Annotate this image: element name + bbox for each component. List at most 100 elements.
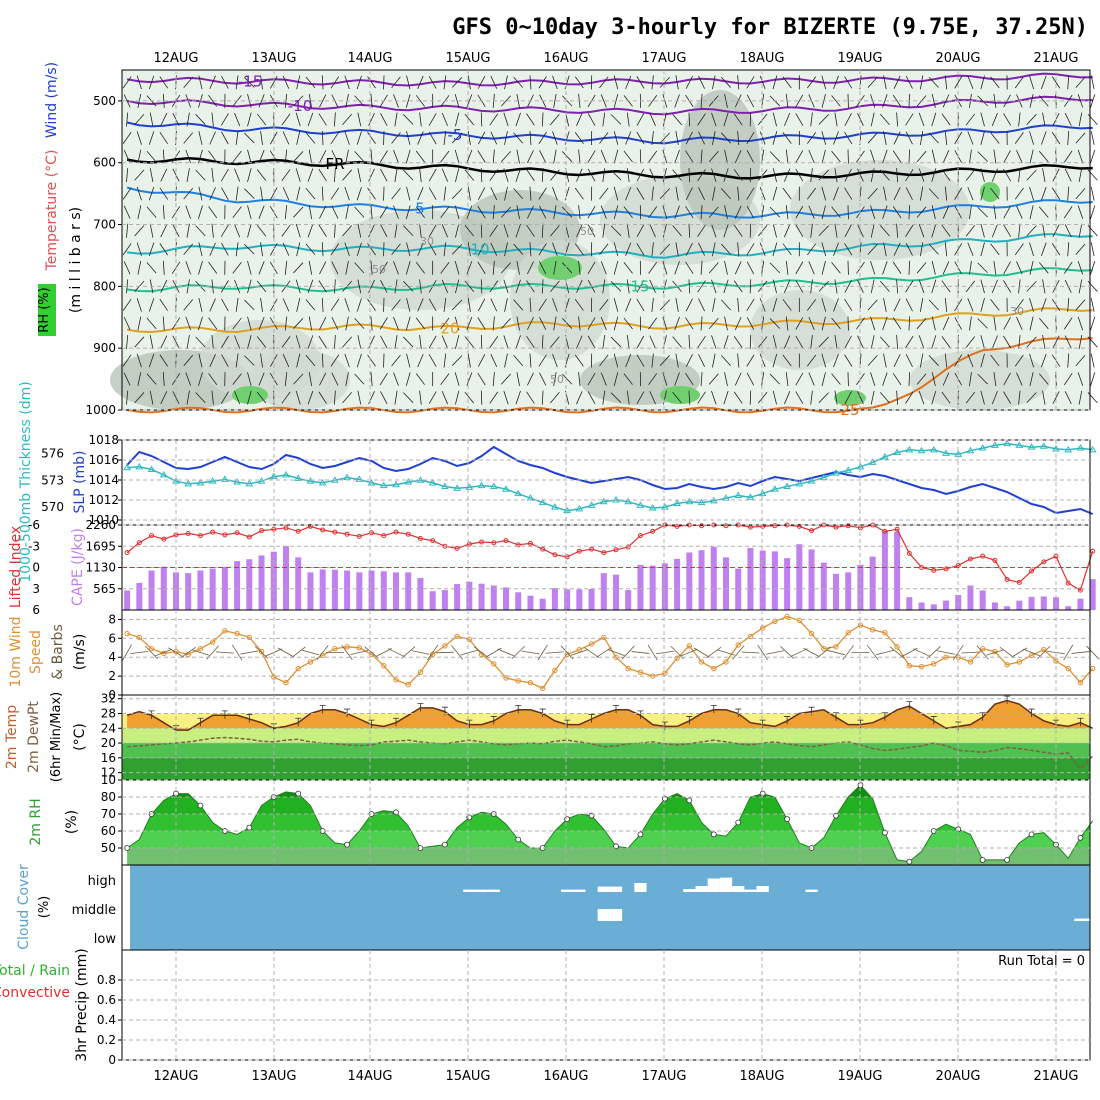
- wind-barb: [244, 77, 255, 88]
- wind-barb: [675, 242, 679, 257]
- wind-barb: [1064, 168, 1072, 182]
- wind-barb: [1078, 223, 1083, 238]
- lifted-index-point: [515, 542, 521, 548]
- temp-y-tick-label: 10: [101, 773, 116, 787]
- lifted-index-point: [576, 548, 582, 554]
- thickness-point: [306, 477, 315, 484]
- wind-barb: [562, 206, 573, 218]
- wind-speed-point: [576, 646, 583, 653]
- wind-barb: [260, 186, 263, 201]
- wind-barb: [331, 316, 339, 330]
- wind-barb: [941, 113, 951, 126]
- wind-barb: [844, 76, 853, 89]
- wind-barb: [892, 94, 902, 107]
- isotherm-line: [126, 307, 1093, 334]
- wind-barb: [785, 372, 789, 387]
- wind-barb: [550, 225, 560, 237]
- wind-barb: [455, 390, 460, 405]
- temp-y-tick-label: 12: [101, 766, 116, 780]
- lifted-index-point: [295, 528, 301, 534]
- isotherm-line: [126, 72, 1093, 87]
- cape-bar: [930, 604, 937, 610]
- cloud-cell: [573, 889, 586, 892]
- wind-barb: [759, 75, 766, 90]
- wind-barb: [319, 205, 327, 219]
- wind-y-tick-label: 8: [108, 612, 116, 626]
- wind-barb: [331, 150, 339, 164]
- wind-barb: [599, 76, 609, 89]
- wind-barb: [295, 168, 301, 182]
- wind-barb: [1063, 261, 1073, 274]
- wind-barb: [757, 113, 768, 126]
- wind-barb: [675, 75, 679, 90]
- thickness-point: [392, 480, 400, 488]
- rh-contour-label: 50: [580, 225, 594, 238]
- temp-minmax-bar: [906, 701, 913, 710]
- wind-barb: [490, 187, 498, 201]
- cape-bar: [869, 556, 876, 610]
- wind-barb: [134, 225, 145, 237]
- wind-barb: [334, 223, 336, 238]
- wind-barb: [993, 93, 997, 108]
- wind-barb: [1029, 298, 1034, 312]
- wind-barb: [345, 149, 349, 164]
- temp-y-tick-label: 32: [101, 692, 116, 706]
- wind-barb: [137, 316, 142, 331]
- wind-barb-10m: [401, 646, 416, 659]
- cape-bar: [124, 590, 131, 610]
- wind-barb: [574, 187, 584, 200]
- thickness-tick-label: 576: [41, 446, 64, 460]
- wind-barb: [1067, 75, 1070, 90]
- cloud-cell: [1074, 918, 1087, 921]
- top-day-label: 17AUG: [641, 51, 686, 66]
- wind-barb: [345, 316, 349, 331]
- isotherm-label: 10: [470, 240, 489, 258]
- wind-barb: [441, 168, 448, 182]
- thickness-tick-label: 570: [41, 500, 64, 514]
- wind-barb: [247, 372, 252, 386]
- wind-barb: [208, 206, 218, 219]
- wind-barb: [688, 112, 691, 127]
- wind-barb: [977, 95, 988, 107]
- wind-barb: [1041, 75, 1047, 90]
- wind-barb: [636, 76, 645, 89]
- wind-barb-10m: [986, 649, 1004, 656]
- wind-barb: [443, 353, 447, 368]
- bottom-day-label: 20AUG: [935, 1069, 980, 1084]
- wind-barb: [969, 372, 972, 387]
- wind-barb: [991, 390, 998, 405]
- wind-barb: [1090, 131, 1095, 145]
- cape-bar: [943, 600, 949, 610]
- wind-barb: [599, 354, 609, 367]
- wind-barb: [162, 149, 165, 164]
- temp-y-tick-label: 20: [101, 736, 116, 750]
- wind-barb: [321, 186, 324, 201]
- wind-speed-point: [491, 661, 497, 667]
- wind-barb: [391, 299, 401, 311]
- upper-ylabel-units: (m i l l i b a r s): [68, 207, 84, 313]
- wind-barb: [990, 243, 1000, 256]
- thickness-point: [746, 493, 755, 500]
- temp-ylabel-d: (°C): [72, 723, 88, 751]
- temp-minmax-bar: [637, 710, 644, 719]
- wind-barb: [307, 224, 314, 238]
- wind-barb: [578, 205, 581, 220]
- thickness-point: [355, 475, 364, 482]
- wind-barb: [321, 353, 324, 368]
- slp-line: [126, 445, 1094, 515]
- wind-barb: [818, 392, 829, 403]
- wind-barb: [685, 75, 693, 89]
- wind-barb: [234, 335, 241, 349]
- wind-barb: [896, 168, 898, 183]
- temp-y-tick-label: 24: [101, 721, 116, 735]
- lifted-index-point: [393, 529, 399, 535]
- wind-barb: [954, 76, 963, 89]
- cape-bar: [454, 584, 461, 610]
- wind-barb: [649, 391, 656, 405]
- wind-barb: [574, 132, 584, 144]
- wind-barb: [648, 206, 658, 219]
- wind-barb: [757, 225, 768, 237]
- wind-barb: [1029, 316, 1034, 331]
- thickness-point: [599, 497, 608, 505]
- wind-barb: [600, 316, 607, 331]
